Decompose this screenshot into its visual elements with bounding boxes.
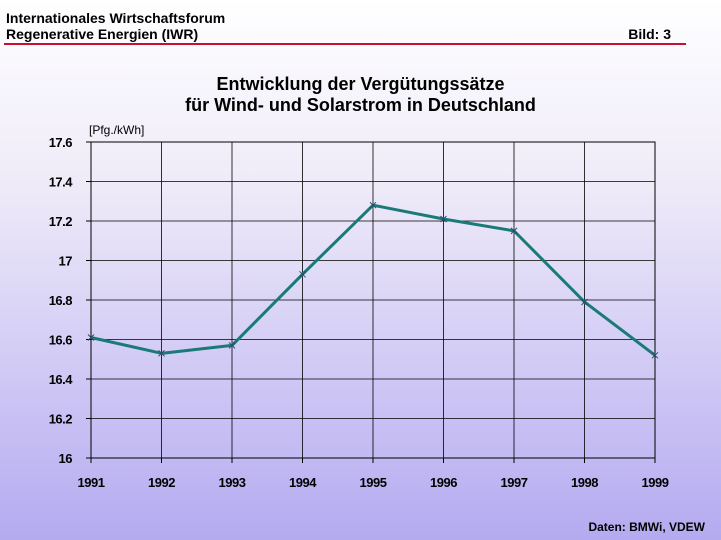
y-tick-label: 17.2 [49,214,73,229]
x-tick-label: 1996 [430,475,457,490]
x-tick-label: 1991 [78,475,105,490]
figure-number: Bild: 3 [628,26,671,42]
y-axis-ticks: 16 16.2 16.4 16.6 16.8 17 17.2 17.4 17.6 [49,135,74,466]
data-point-marker [510,227,518,235]
chart-title-line2: für Wind- und Solarstrom in Deutschland [185,95,536,115]
data-source: Daten: BMWi, VDEW [588,520,705,534]
chart-title-line1: Entwicklung der Vergütungssätze [216,74,505,94]
header-organization: Internationales Wirtschaftsforum [6,10,226,26]
y-axis-label: [Pfg./kWh] [89,123,144,137]
y-tick-label: 16.8 [49,293,73,308]
x-tick-label: 1999 [642,475,669,490]
header-institute: Regenerative Energien (IWR) [6,26,199,42]
data-point-marker [369,201,377,209]
x-tick-label: 1993 [219,475,246,490]
x-tick-label: 1997 [501,475,528,490]
x-tick-label: 1994 [289,475,317,490]
data-point-marker [228,342,236,349]
data-point-marker [87,334,95,341]
y-tick-label: 16.4 [49,372,74,387]
header-divider [4,43,686,45]
y-tick-label: 17.6 [49,135,73,150]
y-tick-label: 16.6 [49,333,73,348]
y-tick-label: 17.4 [49,175,74,190]
x-tick-label: 1992 [148,475,175,490]
y-tick-label: 16 [59,451,73,466]
data-point-marker [158,349,165,357]
data-point-marker [299,270,306,278]
data-point-marker [440,215,447,223]
series-group [87,201,659,359]
x-axis-ticks: 1991 1992 1993 1994 1995 1996 1997 1998 1999 [78,475,670,490]
y-tick-label: 17 [59,254,73,269]
data-point-marker [581,298,588,306]
grid-lines [86,141,656,463]
x-tick-label: 1995 [360,475,387,490]
data-point-marker [651,351,659,359]
x-tick-label: 1998 [571,475,598,490]
y-tick-label: 16.2 [49,412,73,427]
